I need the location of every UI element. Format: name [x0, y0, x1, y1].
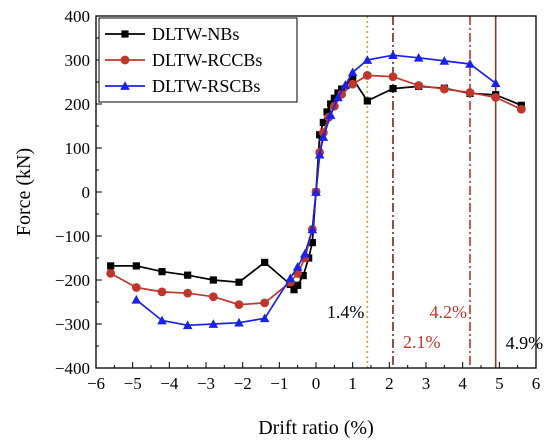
y-tick-label: −200: [55, 271, 90, 290]
data-point-square: [261, 258, 269, 266]
data-point-square: [158, 268, 166, 276]
x-axis-label: Drift ratio (%): [258, 417, 374, 439]
y-tick-label: 100: [65, 139, 91, 158]
reference-line-label: 4.2%: [430, 302, 468, 322]
data-point-triangle: [318, 132, 329, 141]
data-point-triangle: [157, 315, 167, 325]
series-layer: [106, 50, 526, 330]
series-DLTW-RSCBs: [131, 50, 501, 330]
data-point-triangle: [388, 50, 398, 59]
data-point-triangle: [307, 224, 318, 234]
axis-ticks: −6 −5 −4 −3 −2 −1 0 1 2 3 4 5 6 −400 −300 −200 −100 0 100 2…: [55, 7, 540, 393]
data-point-triangle: [259, 313, 270, 323]
x-tick-label: −3: [197, 374, 215, 393]
data-point-circle: [465, 88, 475, 97]
reference-lines: 1.4% 2.1% 4.2% 4.9%: [327, 16, 543, 368]
data-point-circle: [183, 288, 193, 298]
data-point-circle: [362, 71, 372, 80]
data-point-triangle: [362, 55, 373, 64]
data-point-triangle: [120, 81, 130, 90]
x-tick-label: −2: [234, 374, 252, 393]
data-point-triangle: [234, 317, 244, 327]
data-point-triangle: [182, 320, 193, 330]
data-point-triangle: [490, 78, 501, 88]
data-point-square: [290, 286, 298, 294]
data-point-square: [349, 74, 357, 83]
y-tick-label: 0: [82, 183, 91, 202]
x-tick-label: 0: [312, 374, 321, 393]
data-point-square: [389, 85, 397, 93]
legend: DLTW-NBs DLTW-RCCBs DLTW-RSCBs: [98, 17, 298, 103]
x-tick-label: 6: [532, 374, 541, 393]
y-tick-label: 200: [65, 95, 91, 114]
y-tick-label: 300: [65, 51, 91, 70]
reference-line-label: 1.4%: [327, 302, 365, 322]
data-point-square: [209, 276, 217, 284]
legend-entry: DLTW-RCCBs: [152, 50, 262, 70]
data-point-circle: [516, 104, 526, 114]
data-point-circle: [131, 283, 141, 292]
data-point-triangle: [311, 187, 321, 196]
x-tick-label: −5: [124, 374, 142, 393]
data-point-square: [330, 94, 338, 102]
data-point-circle: [106, 269, 116, 278]
data-point-circle: [439, 84, 449, 94]
data-point-square: [294, 281, 302, 289]
legend-entry: DLTW-RSCBs: [152, 76, 260, 96]
y-axis-label: Force (kN): [13, 148, 35, 236]
data-point-triangle: [300, 248, 310, 258]
data-point-triangle: [333, 92, 343, 102]
data-point-triangle: [465, 59, 475, 68]
data-point-triangle: [439, 56, 450, 65]
data-point-triangle: [413, 53, 424, 62]
y-tick-label: −400: [55, 359, 90, 378]
data-point-square: [299, 272, 307, 280]
data-point-square: [121, 30, 129, 38]
legend-entry: DLTW-NBs: [152, 24, 239, 44]
data-point-triangle: [285, 273, 296, 283]
data-point-triangle: [340, 80, 351, 89]
data-point-triangle: [347, 67, 358, 77]
data-point-circle: [120, 55, 130, 65]
data-point-square: [308, 239, 316, 247]
x-tick-label: 3: [422, 374, 431, 393]
y-tick-label: −100: [55, 227, 90, 246]
x-tick-label: 1: [348, 374, 357, 393]
data-point-circle: [157, 287, 167, 297]
x-tick-label: 4: [458, 374, 467, 393]
data-point-circle: [348, 79, 358, 89]
data-point-circle: [208, 292, 218, 302]
data-point-triangle: [208, 319, 219, 328]
x-tick-label: −1: [270, 374, 288, 393]
data-point-square: [107, 262, 115, 270]
data-point-square: [363, 97, 371, 105]
y-tick-label: 400: [65, 7, 91, 26]
x-tick-label: 5: [495, 374, 504, 393]
data-point-square: [323, 108, 331, 116]
data-point-circle: [260, 298, 270, 308]
data-point-circle: [414, 81, 424, 90]
x-tick-label: 2: [385, 374, 394, 393]
data-point-triangle: [325, 110, 336, 119]
x-tick-label: −4: [160, 374, 179, 393]
data-point-circle: [234, 300, 244, 310]
reference-line-label: 4.9%: [506, 333, 543, 353]
data-point-square: [235, 278, 243, 286]
y-tick-label: −300: [55, 315, 90, 334]
data-point-triangle: [314, 149, 325, 159]
data-point-square: [319, 118, 327, 127]
data-point-square: [184, 271, 192, 279]
data-point-triangle: [131, 295, 142, 304]
reference-line-label: 2.1%: [403, 332, 441, 352]
data-point-circle: [388, 72, 398, 82]
data-point-triangle: [292, 262, 303, 271]
data-point-square: [132, 262, 140, 270]
data-point-circle: [491, 93, 501, 102]
data-point-square: [338, 85, 346, 93]
x-tick-label: −6: [87, 374, 105, 393]
